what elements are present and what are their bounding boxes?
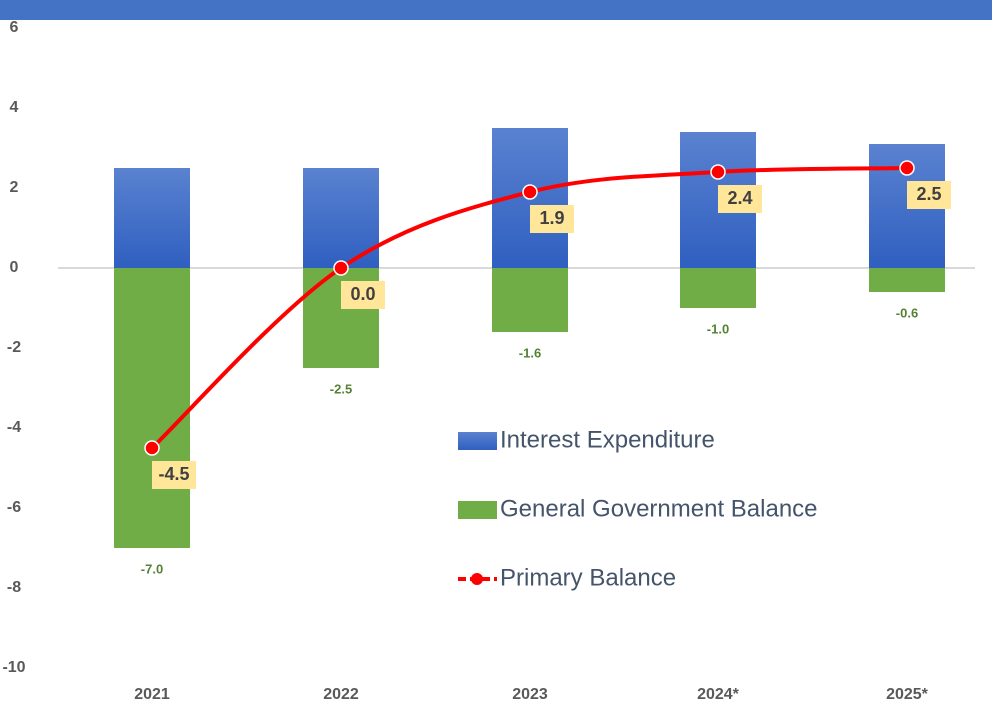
data-label-box [152, 461, 196, 489]
data-label: -7.0 [141, 561, 163, 576]
x-tick-label: 2021 [134, 686, 170, 703]
y-tick-label: -8 [7, 579, 21, 596]
y-tick-label: 6 [10, 19, 19, 36]
marker [899, 160, 915, 176]
data-label: -0.6 [896, 305, 918, 320]
legend-marker [471, 573, 483, 585]
y-tick-label: -10 [2, 659, 25, 676]
data-label: 1.9 [539, 208, 564, 228]
title-band [0, 0, 992, 20]
marker [144, 440, 160, 456]
data-label: -2.5 [330, 381, 352, 396]
data-label: 2.5 [916, 184, 941, 204]
y-tick-label: -2 [7, 339, 21, 356]
y-tick-label: 2 [10, 179, 19, 196]
data-label: -1.6 [519, 345, 541, 360]
data-label-box [718, 185, 762, 213]
x-tick-label: 2024* [697, 686, 740, 703]
y-tick-label: -4 [7, 419, 21, 436]
data-label: -1.0 [707, 321, 729, 336]
data-label-box [341, 281, 385, 309]
bar [114, 268, 190, 548]
line [150, 166, 908, 450]
data-label-box [907, 181, 951, 209]
data-label: 2.4 [727, 188, 752, 208]
bar [680, 268, 756, 308]
legend-label: General Government Balance [500, 495, 818, 522]
y-tick-label: -6 [7, 499, 21, 516]
marker [522, 184, 538, 200]
legend-label: Primary Balance [500, 564, 676, 591]
data-label: 0.0 [350, 284, 375, 304]
y-tick-label: 0 [10, 259, 19, 276]
bar [114, 168, 190, 268]
data-label-box [530, 205, 574, 233]
y-tick-label: 4 [10, 99, 19, 116]
x-tick-label: 2022 [323, 686, 359, 703]
bar [869, 268, 945, 292]
x-tick-label: 2025* [886, 686, 929, 703]
marker [710, 164, 726, 180]
legend-swatch [458, 432, 497, 450]
data-label: -4.5 [158, 464, 189, 484]
marker [333, 260, 349, 276]
x-tick-label: 2023 [512, 686, 548, 703]
legend-label: Interest Expenditure [500, 426, 715, 453]
bar [492, 268, 568, 332]
legend-swatch [458, 501, 497, 519]
